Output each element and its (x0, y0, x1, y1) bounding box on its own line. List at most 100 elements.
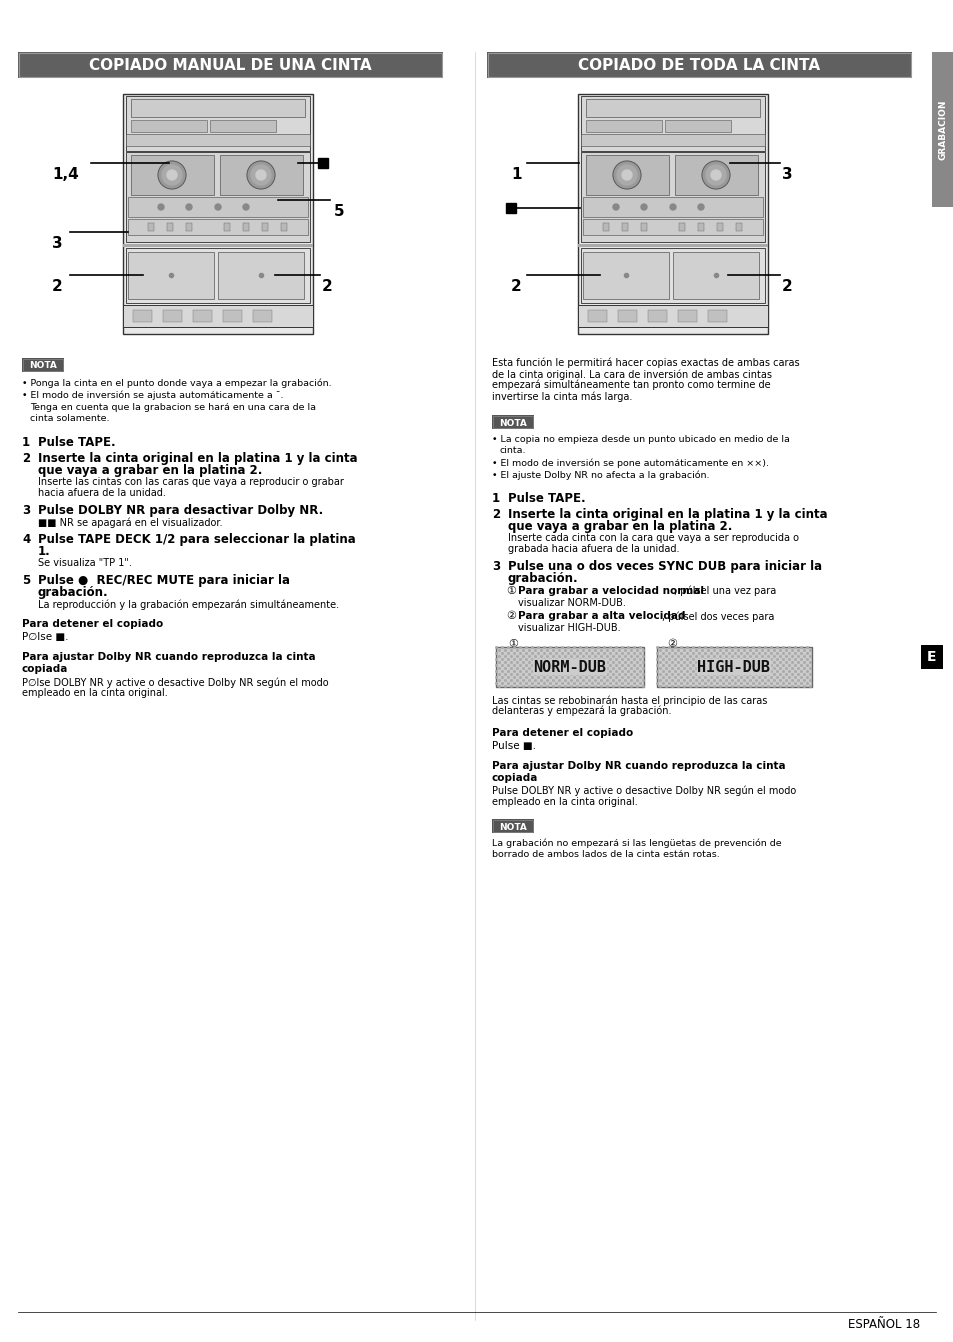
Bar (492, 415, 534, 429)
Text: 5: 5 (334, 204, 344, 219)
Text: Se visualiza "TP 1".: Se visualiza "TP 1". (38, 558, 132, 568)
Bar (618, 310, 637, 322)
Bar (22, 358, 64, 372)
Text: Inserte la cinta original en la platina 1 y la cinta: Inserte la cinta original en la platina … (507, 509, 827, 521)
Text: 4: 4 (22, 533, 30, 546)
Text: cinta solamente.: cinta solamente. (30, 413, 110, 423)
Text: COPIADO DE TODA LA CINTA: COPIADO DE TODA LA CINTA (578, 58, 820, 72)
Text: 1: 1 (511, 166, 521, 183)
Circle shape (162, 165, 182, 185)
Bar (678, 310, 697, 322)
Bar (193, 310, 212, 322)
Bar (587, 310, 606, 322)
Bar (657, 647, 811, 687)
Text: 1,4: 1,4 (52, 166, 79, 183)
Text: COPIADO MANUAL DE UNA CINTA: COPIADO MANUAL DE UNA CINTA (89, 58, 372, 72)
Bar (621, 223, 627, 231)
Bar (672, 252, 759, 299)
Circle shape (167, 170, 177, 180)
Text: 2: 2 (52, 279, 63, 294)
Text: copiada: copiada (492, 773, 537, 782)
Text: GRABACION: GRABACION (938, 99, 946, 160)
Text: La reproducción y la grabación empezarán simultáneamente.: La reproducción y la grabación empezarán… (38, 599, 338, 609)
Text: hacia afuera de la unidad.: hacia afuera de la unidad. (38, 488, 166, 498)
Bar (585, 119, 661, 132)
Bar (128, 252, 213, 299)
Bar (486, 52, 911, 78)
Text: visualizar HIGH-DUB.: visualizar HIGH-DUB. (517, 623, 620, 633)
Bar (578, 94, 767, 334)
Text: Pulse ●  REC/REC MUTE para iniciar la: Pulse ● REC/REC MUTE para iniciar la (38, 574, 290, 586)
Text: ①: ① (505, 586, 516, 596)
Text: Para detener el copiado: Para detener el copiado (492, 727, 633, 738)
Text: Pulse una o dos veces SYNC DUB para iniciar la: Pulse una o dos veces SYNC DUB para inic… (507, 560, 821, 573)
Text: • El ajuste Dolby NR no afecta a la grabación.: • El ajuste Dolby NR no afecta a la grab… (492, 470, 709, 479)
Circle shape (613, 161, 640, 189)
Circle shape (617, 165, 637, 185)
Circle shape (701, 161, 729, 189)
Text: ■■ NR se apagará en el visualizador.: ■■ NR se apagará en el visualizador. (38, 517, 222, 527)
Bar (126, 248, 310, 303)
Text: 3: 3 (492, 560, 499, 573)
Text: Para grabar a velocidad normal: Para grabar a velocidad normal (517, 586, 703, 596)
Text: , púlsel una vez para: , púlsel una vez para (673, 586, 776, 596)
Text: 1.: 1. (38, 545, 51, 558)
Text: invertirse la cinta más larga.: invertirse la cinta más larga. (492, 391, 632, 401)
Bar (582, 252, 668, 299)
Text: NOTA: NOTA (498, 419, 526, 428)
Text: que vaya a grabar en la platina 2.: que vaya a grabar en la platina 2. (38, 464, 262, 476)
Circle shape (669, 204, 676, 209)
Bar (488, 52, 910, 76)
Bar (123, 244, 313, 247)
Text: ESPAÑOL 18: ESPAÑOL 18 (847, 1318, 919, 1331)
Bar (496, 647, 643, 687)
Bar (128, 219, 308, 235)
Text: Pulse TAPE.: Pulse TAPE. (38, 436, 115, 450)
Bar (580, 134, 764, 146)
Text: Pulse ■.: Pulse ■. (492, 741, 536, 752)
Bar (123, 94, 313, 334)
Bar (580, 248, 764, 303)
Text: ②: ② (505, 611, 516, 621)
Circle shape (621, 170, 631, 180)
Text: 2: 2 (22, 452, 30, 464)
Circle shape (214, 204, 221, 209)
Circle shape (698, 204, 703, 209)
Bar (210, 119, 275, 132)
Bar (23, 360, 63, 370)
Bar (578, 305, 767, 327)
Text: empleado en la cinta original.: empleado en la cinta original. (22, 688, 168, 698)
Text: 1: 1 (492, 493, 499, 505)
Bar (126, 134, 310, 146)
Bar (585, 99, 760, 117)
Bar (253, 310, 272, 322)
Text: P∅lse DOLBY NR y active o desactive Dolby NR según el modo: P∅lse DOLBY NR y active o desactive Dolb… (22, 676, 328, 687)
Circle shape (705, 165, 725, 185)
Bar (223, 310, 242, 322)
Text: 1: 1 (22, 436, 30, 450)
Circle shape (640, 204, 646, 209)
Text: • El modo de inversión se ajusta automáticamente a ¯.: • El modo de inversión se ajusta automát… (22, 391, 283, 400)
Text: Inserte las cintas con las caras que vaya a reproducir o grabar: Inserte las cintas con las caras que vay… (38, 476, 343, 487)
Text: E: E (926, 650, 936, 664)
Text: que vaya a grabar en la platina 2.: que vaya a grabar en la platina 2. (507, 519, 732, 533)
Bar (492, 819, 534, 833)
Text: NORM-DUB: NORM-DUB (533, 659, 606, 675)
Bar (224, 223, 230, 231)
Circle shape (255, 170, 266, 180)
Bar (698, 223, 703, 231)
Text: ②: ② (666, 639, 677, 650)
Circle shape (613, 204, 618, 209)
Bar (585, 154, 668, 195)
Bar (131, 154, 213, 195)
Text: Las cintas se rebobinarán hasta el principio de las caras: Las cintas se rebobinarán hasta el princ… (492, 695, 766, 706)
Bar (148, 223, 153, 231)
Bar (582, 197, 762, 217)
Circle shape (247, 161, 274, 189)
Bar (126, 152, 310, 242)
Bar (128, 197, 308, 217)
Bar (735, 223, 741, 231)
Text: Para detener el copiado: Para detener el copiado (22, 619, 163, 629)
Text: grabada hacia afuera de la unidad.: grabada hacia afuera de la unidad. (507, 544, 679, 554)
Text: Inserte cada cinta con la cara que vaya a ser reproducida o: Inserte cada cinta con la cara que vaya … (507, 533, 799, 544)
